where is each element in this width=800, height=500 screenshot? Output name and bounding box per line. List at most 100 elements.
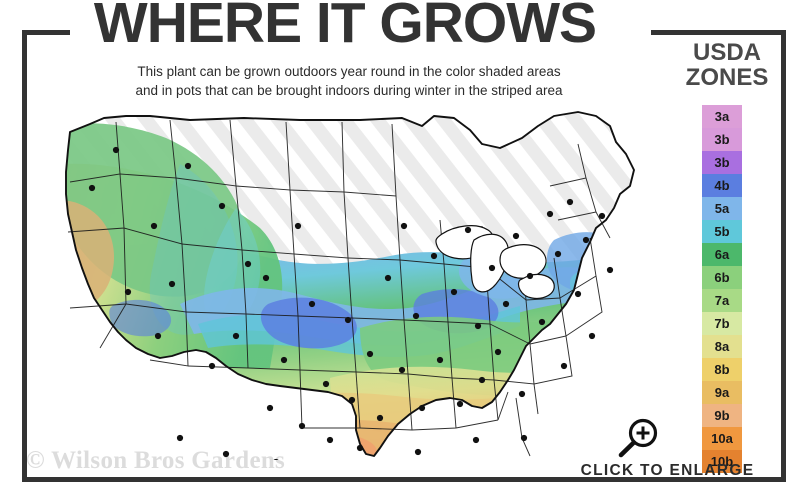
city-dot bbox=[494, 348, 502, 356]
city-dot bbox=[88, 184, 96, 192]
legend-swatch-label: 6b bbox=[714, 270, 730, 285]
city-dot bbox=[478, 376, 486, 384]
legend-swatch-8a-10[interactable]: 8a bbox=[702, 335, 742, 358]
subtitle-text: This plant can be grown outdoors year ro… bbox=[34, 62, 664, 100]
usda-zone-legend: 3a 3b 3b 4b 5a 5b 6a 6b 7a 7b 8a 8b 9a 9b 10a 10b bbox=[702, 105, 742, 473]
city-dot bbox=[266, 404, 274, 412]
legend-swatch-label: 6a bbox=[714, 247, 730, 262]
city-dot bbox=[398, 366, 406, 374]
legend-swatch-5a-4[interactable]: 5a bbox=[702, 197, 742, 220]
city-dot bbox=[356, 444, 364, 452]
legend-swatch-10a-14[interactable]: 10a bbox=[702, 427, 742, 450]
city-dot bbox=[176, 434, 184, 442]
city-dot bbox=[112, 146, 120, 154]
city-dot bbox=[308, 300, 316, 308]
legend-swatch-6a-6[interactable]: 6a bbox=[702, 243, 742, 266]
city-dot bbox=[414, 448, 422, 456]
city-dot bbox=[376, 414, 384, 422]
legend-swatch-label: 7b bbox=[714, 316, 730, 331]
city-dot bbox=[124, 288, 132, 296]
legend-heading: USDA ZONES bbox=[668, 40, 786, 90]
legend-swatch-4b-3[interactable]: 4b bbox=[702, 174, 742, 197]
legend-swatch-label: 5a bbox=[714, 201, 730, 216]
city-dot bbox=[154, 332, 162, 340]
legend-swatch-label: 7a bbox=[714, 293, 730, 308]
city-dot bbox=[488, 264, 496, 272]
city-dot bbox=[232, 332, 240, 340]
legend-heading-line-1: USDA bbox=[692, 39, 761, 66]
subtitle-line-2: and in pots that can be brought indoors … bbox=[135, 83, 563, 98]
city-dot bbox=[520, 434, 528, 442]
frame-border-left bbox=[22, 30, 27, 482]
city-dot bbox=[150, 222, 158, 230]
city-dot bbox=[598, 212, 606, 220]
legend-swatch-5b-5[interactable]: 5b bbox=[702, 220, 742, 243]
city-dot bbox=[456, 400, 464, 408]
page-title: WHERE IT GROWS bbox=[93, 0, 597, 55]
city-dot bbox=[436, 356, 444, 364]
city-dot bbox=[298, 422, 306, 430]
city-dot bbox=[384, 274, 392, 282]
legend-swatch-3a-0[interactable]: 3a bbox=[702, 105, 742, 128]
legend-swatch-label: 3a bbox=[714, 109, 730, 124]
city-dot bbox=[588, 332, 596, 340]
city-dot bbox=[322, 380, 330, 388]
legend-swatch-label: 3b bbox=[714, 155, 730, 170]
city-dot bbox=[208, 362, 216, 370]
city-dot bbox=[280, 356, 288, 364]
frame-border-top-right bbox=[651, 30, 786, 35]
city-dot bbox=[582, 236, 590, 244]
city-dot bbox=[472, 436, 480, 444]
legend-swatch-6b-7[interactable]: 6b bbox=[702, 266, 742, 289]
legend-swatch-label: 9b bbox=[714, 408, 730, 423]
legend-swatch-label: 10a bbox=[711, 431, 733, 446]
city-dot bbox=[566, 198, 574, 206]
great-lakes bbox=[435, 225, 555, 299]
city-dot bbox=[430, 252, 438, 260]
city-dot bbox=[184, 162, 192, 170]
city-dot bbox=[526, 272, 534, 280]
city-dot bbox=[366, 350, 374, 358]
city-dot bbox=[574, 290, 582, 298]
legend-swatch-label: 4b bbox=[714, 178, 730, 193]
city-dot bbox=[222, 450, 230, 458]
city-dot bbox=[294, 222, 302, 230]
city-dot bbox=[168, 280, 176, 288]
legend-swatch-9a-12[interactable]: 9a bbox=[702, 381, 742, 404]
city-dot bbox=[273, 458, 279, 460]
legend-swatch-9b-13[interactable]: 9b bbox=[702, 404, 742, 427]
subtitle-line-1: This plant can be grown outdoors year ro… bbox=[137, 64, 561, 79]
legend-swatch-3b-1[interactable]: 3b bbox=[702, 128, 742, 151]
click-to-enlarge-label[interactable]: CLICK TO ENLARGE bbox=[580, 462, 755, 479]
legend-swatch-3b-2[interactable]: 3b bbox=[702, 151, 742, 174]
city-dot bbox=[348, 396, 356, 404]
legend-swatch-10b-15[interactable]: 10b bbox=[702, 450, 742, 473]
city-dot bbox=[464, 226, 472, 234]
city-dot bbox=[450, 288, 458, 296]
city-dot bbox=[400, 222, 408, 230]
legend-swatch-7a-8[interactable]: 7a bbox=[702, 289, 742, 312]
legend-swatch-label: 5b bbox=[714, 224, 730, 239]
city-dot bbox=[474, 322, 482, 330]
city-dot bbox=[560, 362, 568, 370]
legend-heading-line-2: ZONES bbox=[685, 64, 769, 91]
city-dot bbox=[546, 210, 554, 218]
legend-swatch-label: 8a bbox=[714, 339, 730, 354]
magnifier-plus-icon[interactable] bbox=[616, 418, 662, 458]
legend-swatch-7b-9[interactable]: 7b bbox=[702, 312, 742, 335]
legend-swatch-8b-11[interactable]: 8b bbox=[702, 358, 742, 381]
watermark: © Wilson Bros Gardens bbox=[26, 447, 286, 474]
city-dot bbox=[262, 274, 270, 282]
city-dot bbox=[344, 316, 352, 324]
city-dot bbox=[512, 232, 520, 240]
legend-swatch-label: 3b bbox=[714, 132, 730, 147]
city-dot bbox=[606, 266, 614, 274]
frame-border-bottom bbox=[22, 477, 786, 482]
city-dot bbox=[502, 300, 510, 308]
city-dot bbox=[554, 250, 562, 258]
city-dots bbox=[88, 146, 614, 460]
usda-hardiness-zone-map[interactable] bbox=[30, 108, 660, 460]
city-dot bbox=[412, 312, 420, 320]
legend-swatch-label: 9a bbox=[714, 385, 730, 400]
city-dot bbox=[218, 202, 226, 210]
